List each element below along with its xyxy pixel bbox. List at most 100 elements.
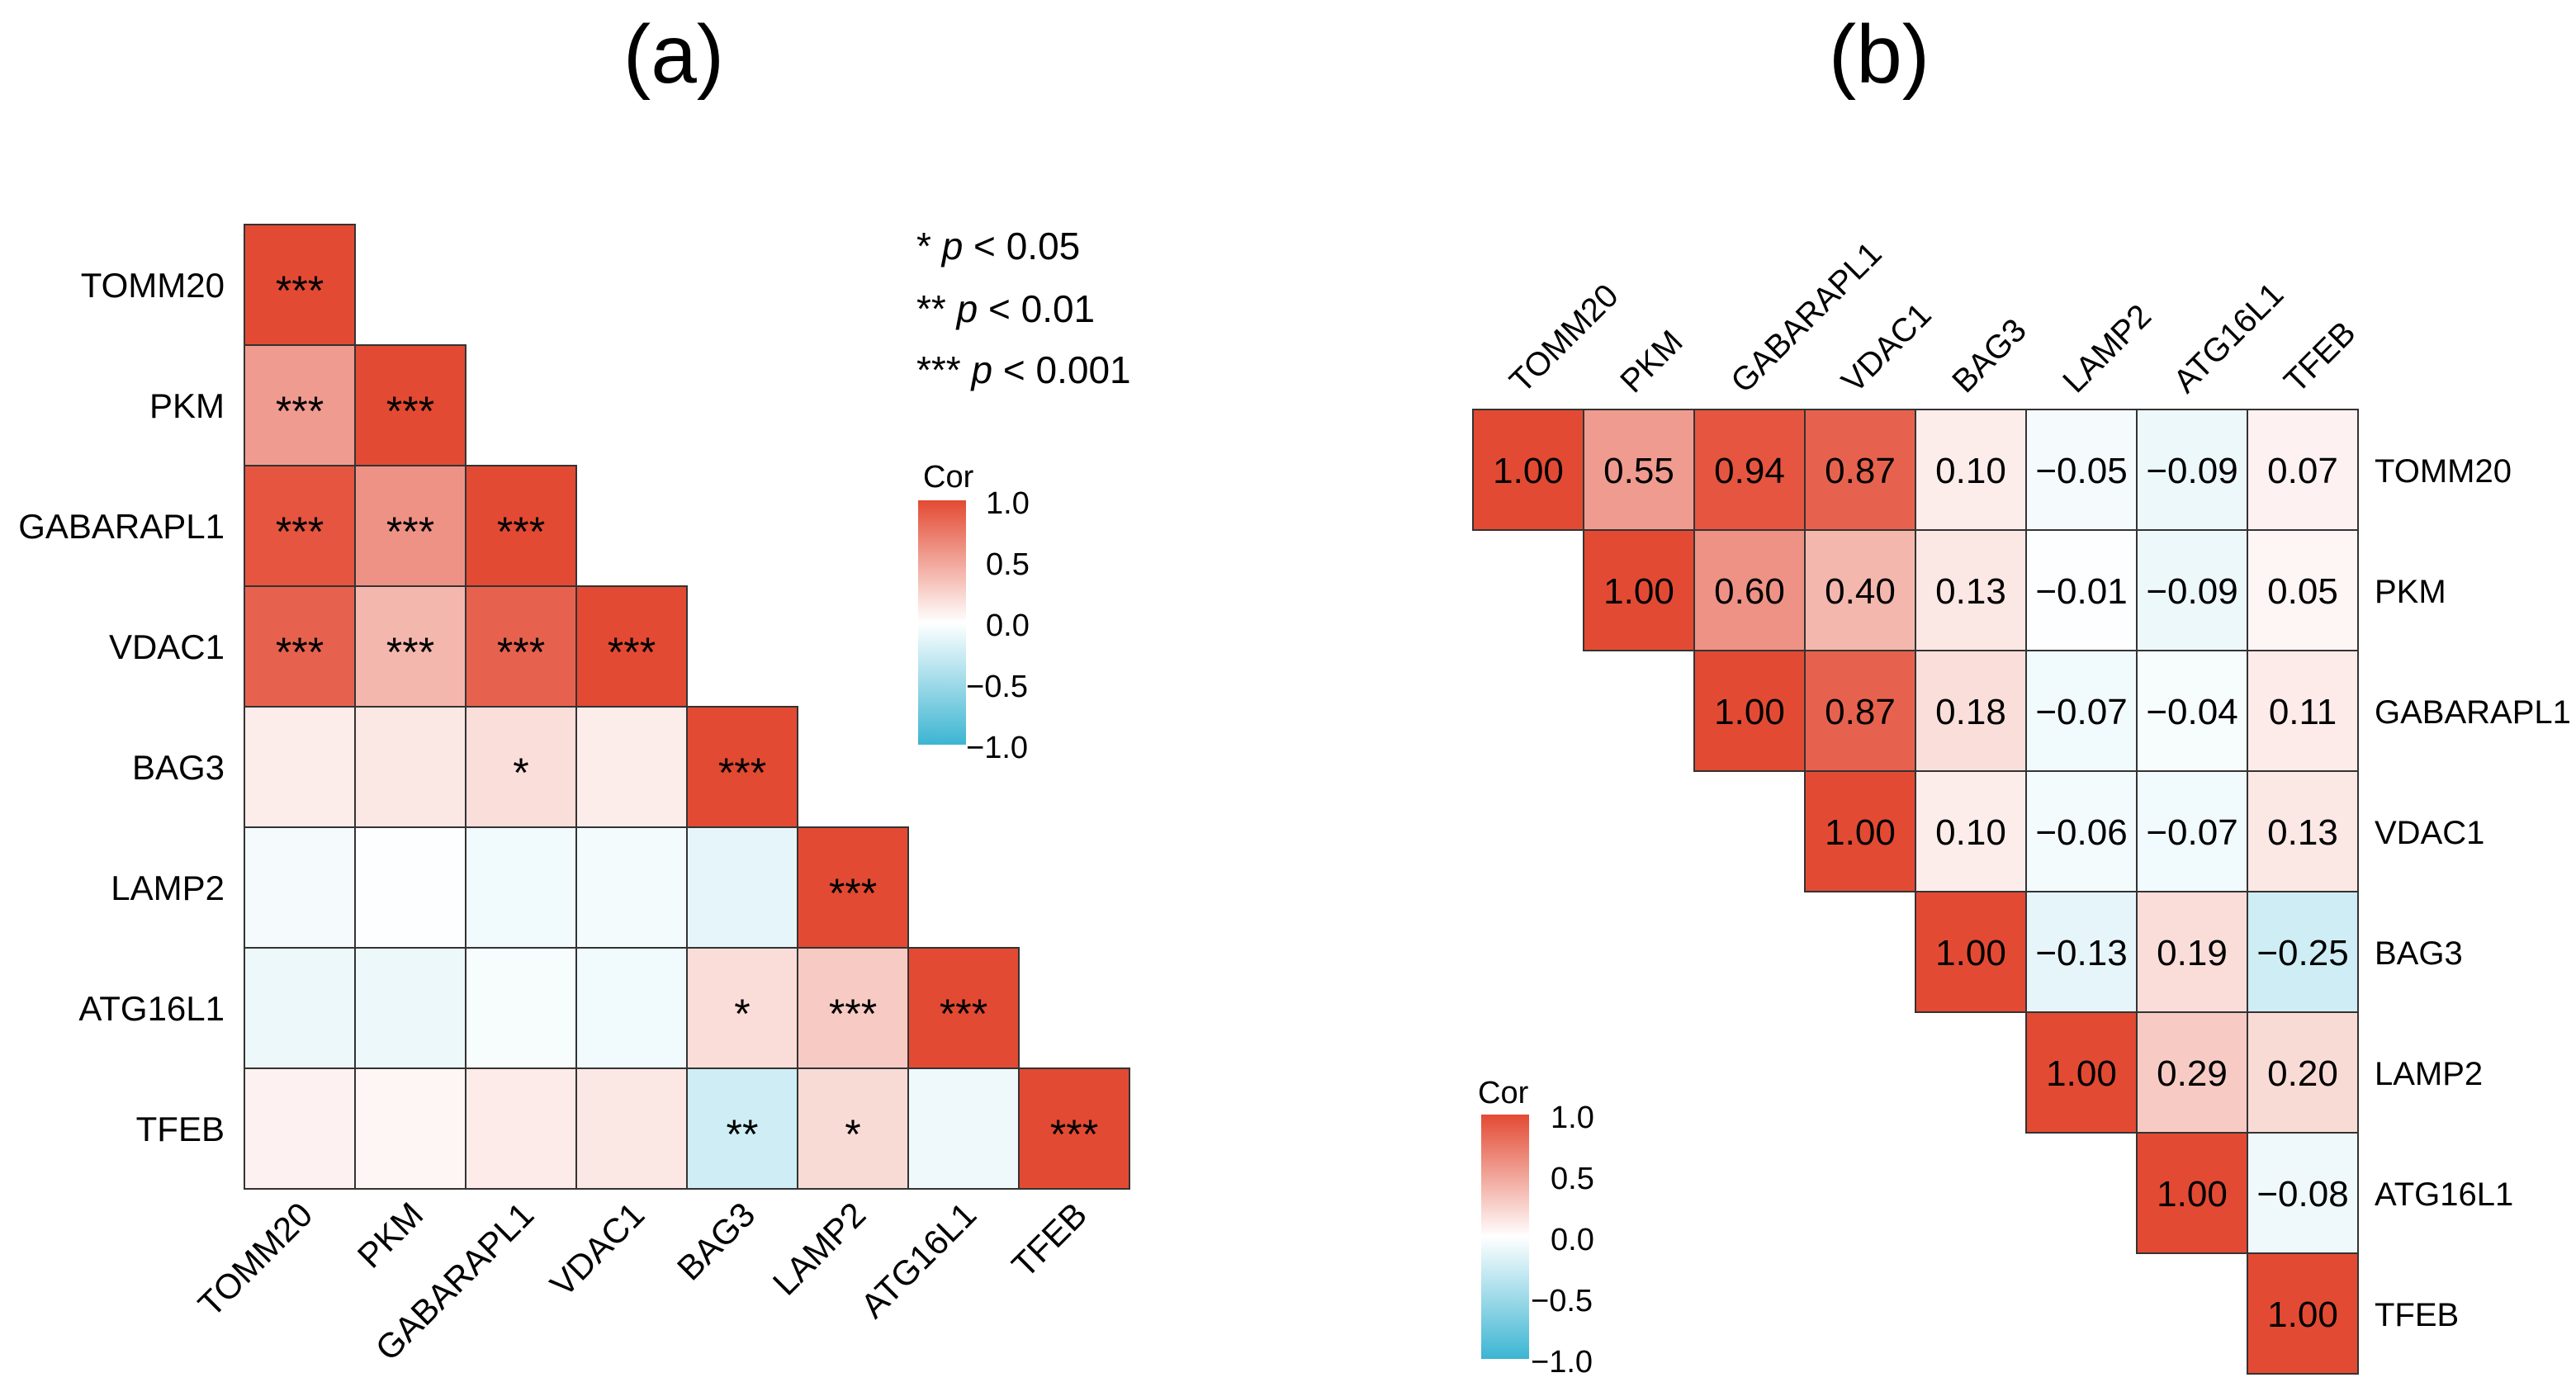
panel-a-colorbar-tick: 0.0 bbox=[986, 608, 1030, 643]
y-axis-label: TFEB bbox=[2375, 1297, 2459, 1333]
significance-mark: *** bbox=[497, 629, 545, 675]
heatmap-cell bbox=[1693, 650, 1806, 772]
sig-legend-3-stars: *** bbox=[916, 348, 971, 391]
x-axis-label: TOMM20 bbox=[191, 1195, 320, 1323]
heatmap-cell bbox=[1804, 650, 1916, 772]
significance-mark: *** bbox=[276, 509, 324, 555]
cell-value: −0.04 bbox=[2146, 692, 2237, 732]
cell-value: 0.19 bbox=[2157, 933, 2228, 973]
y-axis-label: BAG3 bbox=[2375, 935, 2463, 972]
heatmap-cell bbox=[354, 585, 466, 708]
heatmap-cell bbox=[907, 947, 1020, 1069]
significance-mark: ** bbox=[727, 1111, 759, 1157]
panel-a-cells bbox=[244, 224, 1130, 1190]
significance-legend: * p < 0.05 ** p < 0.01 *** p < 0.001 bbox=[916, 225, 1131, 391]
heatmap-cell bbox=[2025, 409, 2138, 531]
x-axis-label: ATG16L1 bbox=[853, 1195, 983, 1325]
panel-b-colorbar-tick: 1.0 bbox=[1551, 1101, 1594, 1135]
y-axis-label: BAG3 bbox=[132, 748, 225, 787]
heatmap-cell bbox=[354, 947, 466, 1069]
heatmap-cell bbox=[2025, 529, 2138, 651]
heatmap-cell bbox=[1693, 409, 1806, 531]
heatmap-cell bbox=[1804, 770, 1916, 892]
panel-b-colorbar-bar bbox=[1481, 1115, 1529, 1359]
cell-value: −0.05 bbox=[2035, 451, 2127, 491]
heatmap-cell bbox=[797, 947, 909, 1069]
significance-mark: *** bbox=[386, 509, 434, 555]
panel-b-colorbar: Cor 1.0 0.5 0.0 −0.5 −1.0 bbox=[1478, 1076, 1594, 1380]
x-axis-label: BAG3 bbox=[670, 1195, 762, 1287]
y-axis-label: VDAC1 bbox=[2375, 815, 2484, 851]
cell-value: 0.94 bbox=[1714, 451, 1785, 491]
sig-legend-1-stars: * bbox=[916, 225, 942, 267]
panel-b-colorbar-tick: −1.0 bbox=[1531, 1345, 1593, 1380]
y-axis-label: TOMM20 bbox=[81, 266, 225, 305]
heatmap-cell bbox=[1915, 529, 2027, 651]
cell-value: 0.11 bbox=[2269, 692, 2337, 732]
panel-b-cells bbox=[1472, 409, 2359, 1375]
panel-b-label: (b) bbox=[1829, 8, 1930, 101]
cell-value: 1.00 bbox=[2267, 1295, 2338, 1335]
heatmap-cell bbox=[1583, 529, 1695, 651]
heatmap-cell bbox=[797, 826, 909, 949]
y-axis-label: GABARAPL1 bbox=[18, 507, 225, 546]
panel-b-colorbar-tick: 0.0 bbox=[1551, 1223, 1594, 1257]
panel-b-cell-values: 1.00 0.55 0.94 0.87 0.10 −0.05 −0.09 0.07 1.00 0.… bbox=[1493, 451, 2348, 1335]
heatmap-cell bbox=[2025, 891, 2138, 1013]
panel-a: (a) ****** ****** *** ****** *** *** **** *****… bbox=[18, 8, 1130, 1368]
heatmap-cell bbox=[244, 465, 356, 587]
heatmap-cell bbox=[2247, 650, 2359, 772]
heatmap-cell bbox=[2247, 529, 2359, 651]
heatmap-cell bbox=[2136, 650, 2248, 772]
heatmap-cell bbox=[797, 1067, 909, 1190]
panel-a-significance-marks: ****** ****** *** ****** *** *** **** ******* **… bbox=[276, 267, 1098, 1157]
cell-value: 0.20 bbox=[2267, 1053, 2338, 1094]
panel-b-colorbar-title: Cor bbox=[1478, 1076, 1529, 1110]
cell-value: 0.29 bbox=[2157, 1053, 2228, 1094]
panel-a-label: (a) bbox=[623, 8, 724, 101]
heatmap-cell bbox=[575, 826, 688, 949]
heatmap-cell bbox=[354, 344, 466, 466]
x-axis-label: TFEB bbox=[2277, 315, 2362, 400]
heatmap-cell bbox=[2247, 891, 2359, 1013]
y-axis-label: VDAC1 bbox=[109, 627, 225, 666]
y-axis-label: PKM bbox=[149, 386, 225, 425]
cell-value: 0.87 bbox=[1825, 451, 1896, 491]
heatmap-cell bbox=[354, 826, 466, 949]
cell-value: 0.13 bbox=[1935, 571, 2006, 612]
heatmap-cell bbox=[1472, 409, 1584, 531]
heatmap-cell bbox=[244, 826, 356, 949]
y-axis-label: GABARAPL1 bbox=[2375, 694, 2571, 731]
sig-legend-1-p: p bbox=[940, 225, 964, 267]
cell-value: −0.25 bbox=[2256, 933, 2348, 973]
heatmap-cell bbox=[575, 947, 688, 1069]
x-axis-label: TOMM20 bbox=[1503, 277, 1625, 400]
significance-mark: *** bbox=[276, 267, 324, 314]
significance-mark: *** bbox=[940, 991, 987, 1037]
significance-mark: *** bbox=[276, 388, 324, 434]
heatmap-cell bbox=[465, 826, 577, 949]
heatmap-cell bbox=[465, 1067, 577, 1190]
sig-legend-2-stars: ** bbox=[916, 287, 957, 330]
heatmap-cell bbox=[686, 706, 798, 828]
heatmap-cell bbox=[2247, 1252, 2359, 1375]
x-axis-label: PKM bbox=[350, 1195, 431, 1276]
panel-b-y-labels: TOMM20 PKM GABARAPL1 VDAC1 BAG3 LAMP2 ATG16L1 T… bbox=[2375, 453, 2571, 1333]
significance-mark: *** bbox=[497, 509, 545, 555]
cell-value: 1.00 bbox=[2046, 1053, 2117, 1094]
heatmap-cell bbox=[907, 1067, 1020, 1190]
panel-a-colorbar-tick: −0.5 bbox=[966, 670, 1028, 704]
cell-value: 0.40 bbox=[1825, 571, 1896, 612]
x-axis-label: LAMP2 bbox=[2056, 297, 2158, 400]
y-axis-label: ATG16L1 bbox=[2375, 1176, 2513, 1213]
panel-a-colorbar-tick: −1.0 bbox=[966, 731, 1028, 765]
heatmap-cell bbox=[575, 585, 688, 708]
cell-value: −0.08 bbox=[2256, 1174, 2348, 1214]
y-axis-label: ATG16L1 bbox=[78, 989, 225, 1028]
y-axis-label: PKM bbox=[2375, 574, 2446, 610]
heatmap-cell bbox=[1018, 1067, 1130, 1190]
panel-a-colorbar: Cor 1.0 0.5 0.0 −0.5 −1.0 bbox=[918, 460, 1030, 765]
